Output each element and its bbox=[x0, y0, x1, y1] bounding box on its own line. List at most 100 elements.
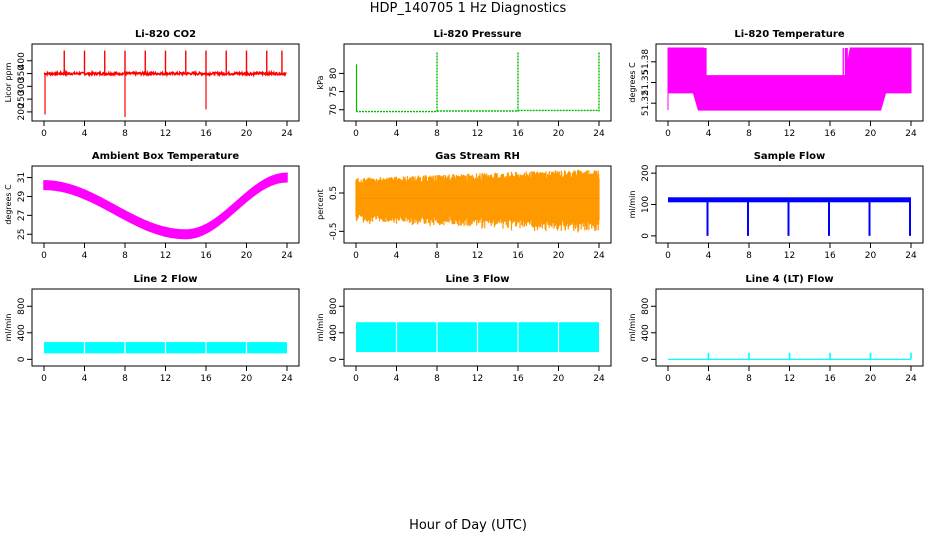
x-tick-label: 12 bbox=[784, 251, 795, 261]
x-tick-label: 24 bbox=[905, 374, 917, 384]
figure-title: HDP_140705 1 Hz Diagnostics bbox=[369, 1, 567, 16]
panel-5: Gas Stream RH percent 0 4 8 12 16 20 24 -0.5 0.5 bbox=[316, 151, 612, 261]
x-tick-label: 4 bbox=[706, 251, 712, 261]
panel-title: Ambient Box Temperature bbox=[92, 151, 239, 162]
y-tick-label: 800 bbox=[329, 297, 339, 314]
y-tick-label: 800 bbox=[17, 297, 27, 314]
x-tick-label: 20 bbox=[241, 374, 253, 384]
x-tick-label: 4 bbox=[706, 129, 712, 139]
x-tick-label: 16 bbox=[824, 251, 836, 261]
y-axis-label: ml/min bbox=[4, 314, 13, 342]
x-tick-label: 12 bbox=[160, 374, 171, 384]
panel-4: Ambient Box Temperature degrees C 0 4 8 12 16 2… bbox=[4, 151, 300, 261]
panel-title: Line 2 Flow bbox=[134, 274, 198, 285]
y-axis-label: percent bbox=[316, 189, 325, 220]
panel-title: Sample Flow bbox=[754, 151, 826, 162]
y-tick-label: 25 bbox=[17, 229, 27, 240]
x-tick-label: 24 bbox=[593, 374, 605, 384]
x-tick-label: 20 bbox=[865, 251, 877, 261]
y-axis-label: degrees C bbox=[628, 62, 637, 103]
panel-7: Line 2 Flow ml/min 0 4 8 12 16 20 24 0 400 800 bbox=[4, 274, 300, 384]
x-tick-label: 24 bbox=[593, 251, 605, 261]
panel-title: Gas Stream RH bbox=[435, 151, 520, 162]
y-tick-label: 100 bbox=[641, 196, 651, 213]
x-tick-label: 12 bbox=[472, 251, 483, 261]
x-tick-label: 0 bbox=[41, 251, 47, 261]
figure-x-label: Hour of Day (UTC) bbox=[409, 518, 527, 533]
panel-9: Line 4 (LT) Flow ml/min 0 4 8 12 16 20 24 0 400 800 bbox=[628, 274, 924, 384]
y-tick-label: 0 bbox=[17, 356, 27, 362]
x-tick-label: 0 bbox=[665, 129, 671, 139]
panel-title: Li-820 CO2 bbox=[135, 29, 196, 40]
y-tick-label: 800 bbox=[641, 297, 651, 314]
x-tick-label: 12 bbox=[472, 374, 483, 384]
x-tick-label: 8 bbox=[122, 374, 128, 384]
panel-title: Li-820 Temperature bbox=[734, 29, 844, 40]
y-tick-label: 0 bbox=[641, 356, 651, 362]
x-tick-label: 24 bbox=[593, 129, 605, 139]
x-tick-label: 20 bbox=[553, 129, 565, 139]
x-tick-label: 20 bbox=[553, 251, 565, 261]
y-tick-label: 27 bbox=[17, 210, 27, 221]
x-tick-label: 20 bbox=[865, 374, 877, 384]
x-tick-label: 16 bbox=[824, 374, 836, 384]
x-tick-label: 8 bbox=[434, 374, 440, 384]
x-tick-label: 12 bbox=[472, 129, 483, 139]
y-tick-label: 75 bbox=[329, 86, 339, 97]
y-tick-label: 400 bbox=[17, 324, 27, 341]
y-axis-label: ml/min bbox=[316, 314, 325, 342]
y-axis-label: kPa bbox=[316, 75, 325, 89]
y-tick-label: 31 bbox=[17, 172, 27, 183]
series-band bbox=[355, 169, 600, 233]
x-tick-label: 0 bbox=[41, 129, 47, 139]
y-tick-label: 51.38 bbox=[641, 49, 651, 75]
x-tick-label: 0 bbox=[353, 129, 359, 139]
x-tick-label: 8 bbox=[122, 251, 128, 261]
panel-6: Sample Flow ml/min 0 4 8 12 16 20 24 0 100 200 bbox=[628, 151, 924, 261]
y-tick-label: 400 bbox=[17, 52, 27, 69]
x-tick-label: 4 bbox=[394, 251, 400, 261]
y-tick-label: 400 bbox=[329, 324, 339, 341]
y-tick-label: 200 bbox=[641, 164, 651, 181]
y-tick-label: 0 bbox=[641, 233, 651, 239]
panel-2: Li-820 Pressure kPa 0 4 8 12 16 20 24 70 75 80 bbox=[316, 29, 612, 139]
x-tick-label: 24 bbox=[281, 374, 293, 384]
y-axis-label: degrees C bbox=[4, 184, 13, 225]
panel-3: Li-820 Temperature degrees C 0 4 8 12 16 20 24 51… bbox=[628, 29, 924, 139]
y-tick-label: 70 bbox=[329, 104, 339, 116]
x-tick-label: 4 bbox=[706, 374, 712, 384]
y-tick-label: 400 bbox=[641, 324, 651, 341]
y-tick-label: 51.35 bbox=[641, 70, 651, 96]
x-tick-label: 16 bbox=[200, 129, 212, 139]
panel-1: Li-820 CO2 Licor ppm 0 4 8 12 16 20 24 2002503003… bbox=[4, 29, 300, 139]
x-tick-label: 0 bbox=[665, 251, 671, 261]
panel-title: Line 3 Flow bbox=[446, 274, 510, 285]
x-tick-label: 20 bbox=[553, 374, 565, 384]
x-tick-label: 16 bbox=[512, 374, 524, 384]
y-tick-label: -0.5 bbox=[329, 223, 339, 241]
x-tick-label: 4 bbox=[394, 129, 400, 139]
x-tick-label: 8 bbox=[746, 374, 752, 384]
x-tick-label: 16 bbox=[512, 251, 524, 261]
y-tick-label: 0.5 bbox=[329, 186, 339, 200]
x-tick-label: 20 bbox=[241, 251, 253, 261]
x-tick-label: 12 bbox=[160, 129, 171, 139]
x-tick-label: 12 bbox=[784, 129, 795, 139]
x-tick-label: 8 bbox=[434, 251, 440, 261]
x-tick-label: 24 bbox=[281, 129, 293, 139]
y-tick-label: 80 bbox=[329, 67, 339, 79]
x-tick-label: 0 bbox=[353, 374, 359, 384]
x-tick-label: 24 bbox=[905, 129, 917, 139]
y-axis-label: ml/min bbox=[628, 191, 637, 219]
x-tick-label: 20 bbox=[865, 129, 877, 139]
x-tick-label: 12 bbox=[784, 374, 795, 384]
y-tick-label: 300 bbox=[17, 77, 27, 94]
panel-title: Li-820 Pressure bbox=[433, 29, 521, 40]
x-tick-label: 4 bbox=[82, 129, 88, 139]
x-tick-label: 4 bbox=[82, 251, 88, 261]
x-tick-label: 0 bbox=[665, 374, 671, 384]
y-tick-label: 250 bbox=[17, 90, 27, 107]
x-tick-label: 4 bbox=[394, 374, 400, 384]
y-tick-label: 0 bbox=[329, 356, 339, 362]
